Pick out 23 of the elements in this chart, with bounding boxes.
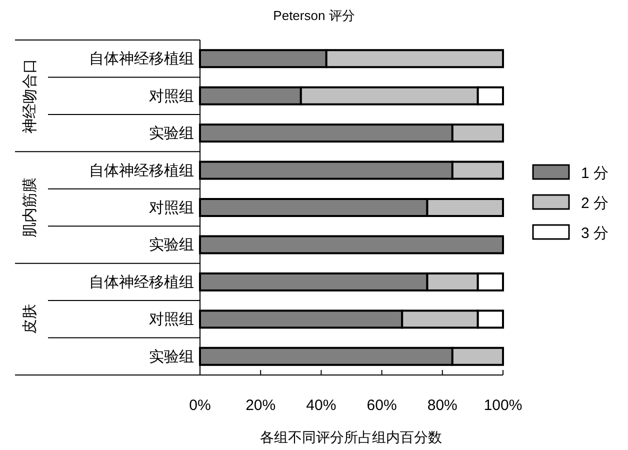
y-tick-label: 实验组	[149, 236, 194, 254]
y-tick-label: 实验组	[149, 348, 194, 366]
y-tick-label: 自体神经移植组	[89, 274, 194, 291]
y-tick-label: 对照组	[149, 311, 194, 328]
x-tick-label: 60%	[366, 397, 397, 414]
text: 肌内筋膜	[22, 178, 38, 238]
y-tick-label: 对照组	[149, 200, 194, 216]
x-tick-label: 80%	[427, 397, 458, 414]
y-tick-label: 对照组	[149, 88, 194, 105]
x-tick-label: 20%	[246, 397, 276, 414]
x-tick-label: 0%	[189, 397, 211, 414]
legend-label: 1 分	[581, 165, 609, 182]
legend-label: 3 分	[581, 225, 609, 242]
legend-label: 2 分	[581, 195, 609, 212]
text: 皮肤	[22, 304, 38, 334]
y-tick-label: 自体神经移植组	[89, 50, 194, 68]
text: 神经吻合口	[22, 58, 38, 134]
x-axis-title: 各组不同评分所占组内百分数	[260, 429, 442, 445]
x-tick-label: 40%	[306, 397, 336, 414]
y-tick-label: 实验组	[149, 125, 194, 142]
chart-title: Peterson 评分	[273, 8, 355, 23]
x-tick-label: 100%	[484, 397, 522, 414]
y-tick-label: 自体神经移植组	[89, 162, 194, 180]
